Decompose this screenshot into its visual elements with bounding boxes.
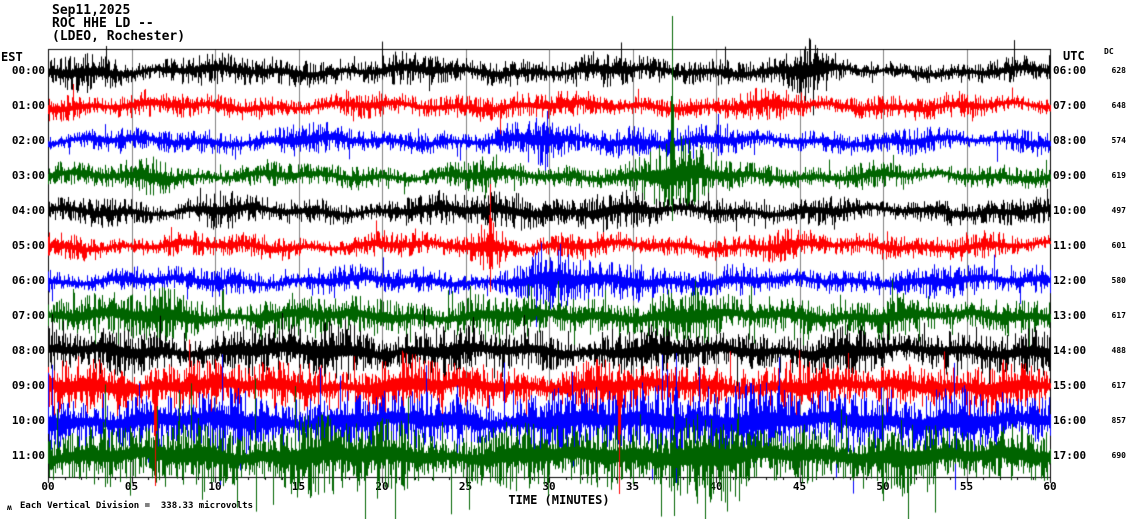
utc-hour-label: 16:00 <box>1053 414 1087 427</box>
utc-hour-label: 06:00 <box>1053 64 1087 77</box>
utc-hour-label: 14:00 <box>1053 344 1087 357</box>
utc-hour-label: 11:00 <box>1053 239 1087 252</box>
x-tick-label: 00 <box>41 480 55 493</box>
x-tick-label: 15 <box>291 480 306 493</box>
x-tick-label: 40 <box>709 480 723 493</box>
dc-value: 488 <box>1111 346 1126 355</box>
dc-value: 628 <box>1111 66 1126 75</box>
utc-hour-label: 13:00 <box>1053 309 1087 322</box>
x-tick-label: 30 <box>542 480 556 493</box>
est-hour-label: 00:00 <box>11 64 45 77</box>
est-hour-label: 08:00 <box>11 344 45 357</box>
dc-value: 617 <box>1111 381 1126 390</box>
utc-hour-label: 09:00 <box>1053 169 1087 182</box>
dc-value: 617 <box>1111 311 1126 320</box>
est-hour-label: 11:00 <box>11 449 45 462</box>
est-hour-label: 01:00 <box>11 99 45 112</box>
x-tick-label: 05 <box>124 480 139 493</box>
est-hour-label: 10:00 <box>11 414 45 427</box>
est-hour-label: 07:00 <box>11 309 45 322</box>
x-axis-title: TIME (MINUTES) <box>508 493 610 507</box>
est-axis-title: EST <box>1 50 23 64</box>
x-tick-label: 10 <box>208 480 222 493</box>
utc-hour-label: 17:00 <box>1053 449 1087 462</box>
utc-hour-label: 08:00 <box>1053 134 1087 147</box>
dc-value: 601 <box>1111 241 1126 250</box>
dc-value: 497 <box>1111 206 1126 215</box>
watermark-glyph-icon: ʍ <box>7 503 12 512</box>
dc-value: 648 <box>1111 101 1126 110</box>
utc-hour-label: 07:00 <box>1053 99 1087 112</box>
dc-value: 580 <box>1111 276 1126 285</box>
x-tick-label: 60 <box>1043 480 1057 493</box>
header-network: (LDEO, Rochester) <box>52 29 186 44</box>
dc-value: 619 <box>1111 171 1126 180</box>
scale-note: Each Vertical Division = 338.33 microvol… <box>20 501 253 511</box>
x-tick-label: 25 <box>458 480 473 493</box>
est-hour-label: 02:00 <box>11 134 45 147</box>
x-tick-label: 35 <box>625 480 640 493</box>
dc-column-title: DC <box>1104 47 1114 56</box>
x-tick-label: 50 <box>876 480 890 493</box>
est-hour-label: 05:00 <box>11 239 45 252</box>
seismogram-plot-area[interactable] <box>48 49 1050 477</box>
utc-hour-label: 15:00 <box>1053 379 1087 392</box>
x-tick-label: 55 <box>959 480 974 493</box>
est-hour-label: 06:00 <box>11 274 45 287</box>
x-tick-label: 20 <box>375 480 389 493</box>
utc-hour-label: 12:00 <box>1053 274 1087 287</box>
est-hour-label: 09:00 <box>11 379 45 392</box>
utc-hour-label: 10:00 <box>1053 204 1087 217</box>
dc-value: 857 <box>1111 416 1126 425</box>
dc-value: 574 <box>1111 136 1126 145</box>
utc-axis-title: UTC <box>1063 49 1085 63</box>
x-tick-label: 45 <box>792 480 807 493</box>
dc-value: 690 <box>1111 451 1126 460</box>
est-hour-label: 03:00 <box>11 169 45 182</box>
est-hour-label: 04:00 <box>11 204 45 217</box>
